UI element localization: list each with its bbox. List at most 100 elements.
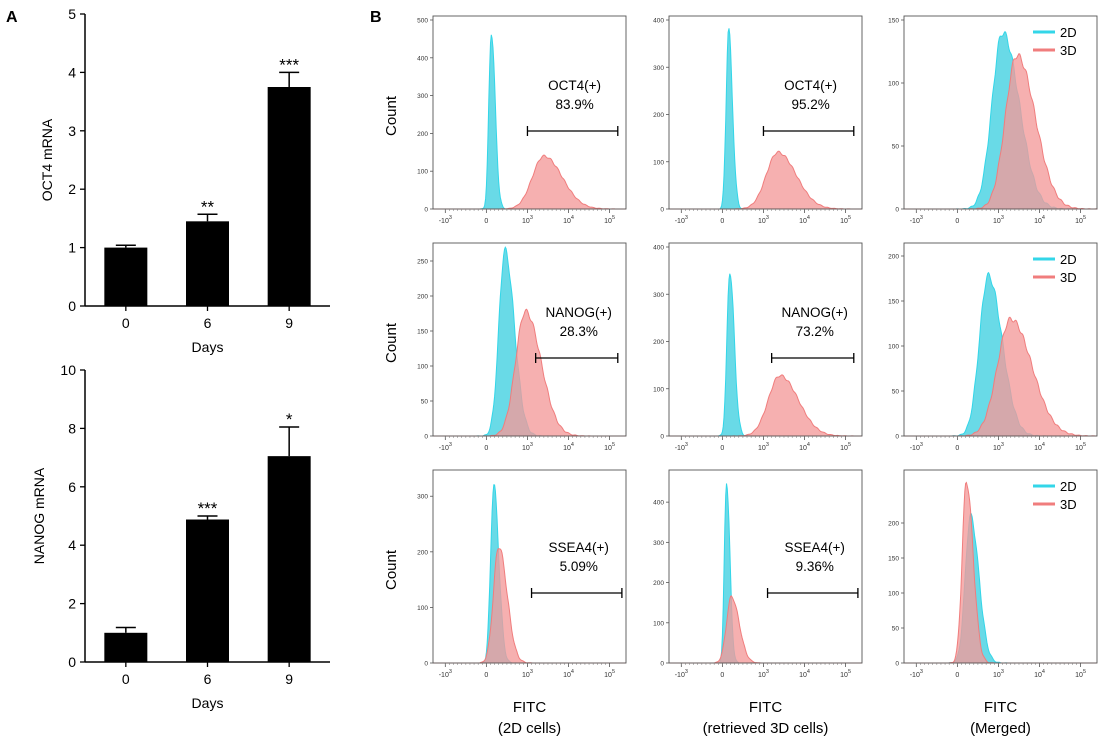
x-tick-exponent: 3 — [685, 669, 688, 675]
y-tick-label: 0 — [660, 661, 664, 668]
x-tick-base: -10 — [910, 218, 920, 225]
x-tick-base: 10 — [604, 218, 612, 225]
x-tick-label: 0 — [720, 672, 724, 679]
x-tick-base: 10 — [1034, 218, 1042, 225]
histogram-curve-3d — [669, 374, 862, 437]
x-tick-label: 6 — [204, 315, 212, 331]
count-axis-title: Count — [383, 549, 400, 590]
y-tick-label: 50 — [892, 144, 900, 151]
x-tick-base: 10 — [1075, 218, 1083, 225]
x-tick-exponent: 3 — [449, 669, 452, 675]
x-tick-label: 9 — [285, 671, 293, 687]
x-tick-label: 103 — [993, 215, 1004, 225]
x-tick-label: -103 — [439, 215, 452, 225]
y-tick-label: 100 — [653, 159, 664, 166]
y-tick-label: 100 — [888, 81, 899, 88]
y-tick-label: 100 — [888, 344, 899, 351]
x-tick-label: 103 — [522, 442, 533, 452]
x-tick-label: 0 — [955, 218, 959, 225]
y-tick-label: 50 — [892, 389, 900, 396]
significance-label: *** — [198, 499, 218, 518]
bar-day-9 — [267, 87, 311, 306]
x-tick-base: 10 — [522, 218, 530, 225]
histogram-curve-3d — [433, 154, 626, 210]
histogram-curve-2d — [904, 512, 1097, 664]
y-tick-label: 150 — [888, 18, 899, 25]
x-tick-exponent: 3 — [766, 215, 769, 221]
x-tick-label: -103 — [675, 442, 688, 452]
x-tick-label: 104 — [1034, 442, 1045, 452]
y-tick-label: 250 — [417, 259, 428, 266]
legend-label-2d: 2D — [1060, 479, 1077, 494]
y-tick-label: 8 — [68, 420, 76, 436]
y-tick-label: 2 — [68, 596, 76, 612]
x-tick-exponent: 5 — [612, 215, 615, 221]
x-tick-label: 9 — [285, 315, 293, 331]
x-tick-exponent: 5 — [1083, 215, 1086, 221]
legend-label-3d: 3D — [1060, 43, 1077, 58]
x-tick-exponent: 5 — [1083, 669, 1086, 675]
x-tick-label: 105 — [604, 215, 615, 225]
x-tick-exponent: 3 — [530, 669, 533, 675]
plot-frame — [903, 469, 1098, 664]
x-tick-label: 104 — [799, 442, 810, 452]
plot-frame — [432, 242, 627, 437]
x-tick-exponent: 3 — [530, 215, 533, 221]
bar-charts: 0 1 2 3 4 5 0 6 ** 9 *** Days OCT4 mRNA 0 2 4 6 8 10 0 6 *** 9… — [31, 6, 330, 711]
bar-day-0 — [104, 247, 148, 306]
x-tick-base: -10 — [439, 218, 449, 225]
y-tick-label: 4 — [68, 64, 76, 80]
legend-label-2d: 2D — [1060, 25, 1077, 40]
x-tick-label: -103 — [910, 442, 923, 452]
y-tick-label: 300 — [653, 65, 664, 72]
x-tick-exponent: 4 — [1042, 669, 1045, 675]
histogram-curve-3d — [669, 150, 862, 210]
x-tick-base: 10 — [522, 672, 530, 679]
x-tick-label: 105 — [840, 215, 851, 225]
x-tick-base: 10 — [840, 445, 848, 452]
x-tick-exponent: 3 — [920, 669, 923, 675]
plot-frame — [668, 242, 863, 437]
x-tick-base: -10 — [439, 672, 449, 679]
x-tick-label: 0 — [484, 218, 488, 225]
x-tick-base: 10 — [604, 672, 612, 679]
x-tick-label: -103 — [910, 669, 923, 679]
column-caption: FITC — [749, 699, 782, 716]
y-tick-label: 400 — [653, 18, 664, 25]
x-tick-label: 103 — [993, 669, 1004, 679]
y-tick-label: 2 — [68, 181, 76, 197]
y-tick-label: 100 — [417, 364, 428, 371]
significance-label: * — [286, 410, 293, 429]
x-axis-title: Days — [192, 339, 224, 355]
y-tick-label: 100 — [888, 591, 899, 598]
x-tick-exponent: 5 — [1083, 442, 1086, 448]
y-tick-label: 0 — [424, 434, 428, 441]
plot-frame — [903, 242, 1098, 437]
column-caption: FITC — [513, 699, 546, 716]
x-tick-base: 0 — [484, 672, 488, 679]
y-tick-label: 4 — [68, 537, 76, 553]
column-subcaption: (2D cells) — [498, 720, 561, 737]
x-tick-base: 0 — [484, 445, 488, 452]
y-tick-label: 300 — [417, 93, 428, 100]
y-tick-label: 10 — [60, 362, 76, 378]
x-tick-base: 10 — [840, 672, 848, 679]
x-tick-exponent: 4 — [1042, 215, 1045, 221]
x-tick-exponent: 3 — [449, 442, 452, 448]
x-tick-label: 0 — [720, 445, 724, 452]
x-tick-label: 105 — [840, 442, 851, 452]
x-tick-base: -10 — [910, 672, 920, 679]
x-tick-exponent: 5 — [848, 215, 851, 221]
x-tick-label: -103 — [910, 215, 923, 225]
x-tick-base: 10 — [604, 445, 612, 452]
y-tick-label: 150 — [888, 299, 899, 306]
gate-percent: 73.2% — [796, 324, 834, 339]
y-tick-label: 200 — [417, 294, 428, 301]
x-tick-label: 104 — [1034, 669, 1045, 679]
y-tick-label: 300 — [653, 292, 664, 299]
column-subcaption: (retrieved 3D cells) — [703, 720, 829, 737]
y-tick-label: 100 — [653, 620, 664, 627]
